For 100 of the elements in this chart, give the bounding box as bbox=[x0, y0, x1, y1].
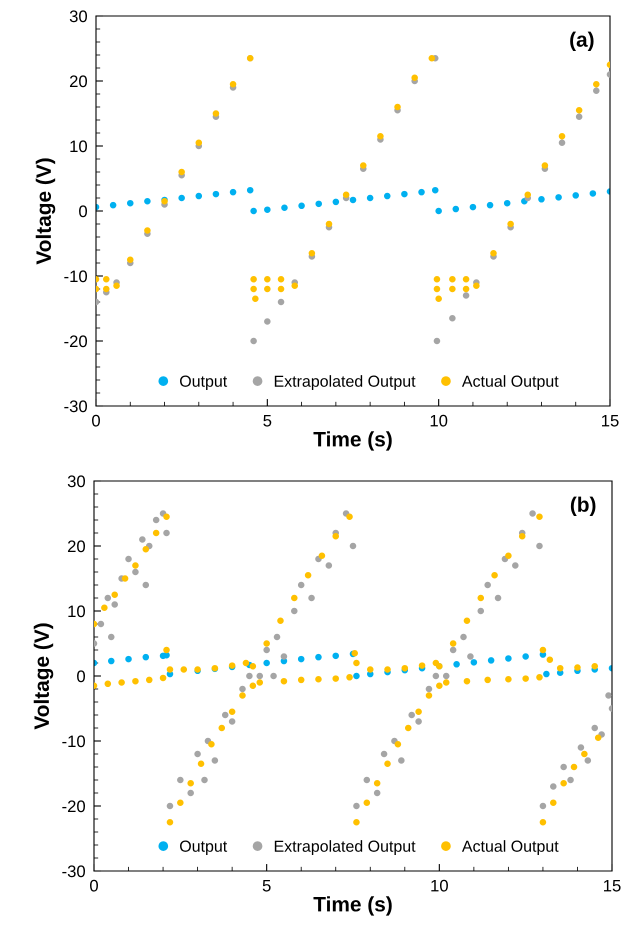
point bbox=[452, 206, 460, 212]
x-tick-label: 10 bbox=[431, 880, 448, 892]
point bbox=[434, 286, 440, 292]
x-tick-label: 10 bbox=[430, 414, 448, 427]
point bbox=[490, 250, 497, 257]
legend-label: Actual Output bbox=[462, 840, 559, 856]
point bbox=[449, 276, 456, 283]
point bbox=[315, 654, 322, 660]
point bbox=[230, 188, 236, 196]
legend-label: Output bbox=[180, 376, 228, 390]
point bbox=[278, 298, 284, 306]
point bbox=[522, 653, 529, 660]
x-tick-label: 0 bbox=[90, 880, 98, 892]
y-tick-label: -30 bbox=[62, 865, 86, 878]
point bbox=[384, 192, 391, 200]
point bbox=[377, 132, 384, 140]
point bbox=[291, 282, 298, 290]
y-tick-label: -20 bbox=[64, 335, 88, 348]
point bbox=[593, 87, 600, 94]
point bbox=[178, 194, 185, 202]
y-tick-label: 30 bbox=[68, 475, 86, 488]
point bbox=[315, 200, 322, 208]
point bbox=[435, 295, 442, 302]
point bbox=[411, 74, 418, 82]
point bbox=[196, 192, 202, 200]
x-tick-label: 15 bbox=[604, 880, 621, 892]
point bbox=[250, 286, 257, 292]
point bbox=[558, 139, 566, 146]
point bbox=[504, 200, 510, 206]
point bbox=[264, 286, 271, 292]
point bbox=[250, 338, 257, 344]
point bbox=[434, 276, 440, 283]
point bbox=[246, 186, 254, 194]
x-tick-label: 5 bbox=[262, 880, 271, 892]
x-axis-title: Time (s) bbox=[313, 431, 392, 451]
point bbox=[264, 206, 271, 213]
point bbox=[250, 276, 257, 283]
x-tick-label: 15 bbox=[602, 414, 619, 427]
point bbox=[264, 276, 271, 283]
point bbox=[488, 657, 494, 664]
annotation: (a) bbox=[570, 32, 594, 52]
point bbox=[435, 208, 442, 214]
point bbox=[142, 654, 150, 660]
point bbox=[449, 314, 456, 322]
y-tick-label: 10 bbox=[68, 605, 86, 618]
point bbox=[298, 656, 304, 662]
point bbox=[453, 661, 460, 668]
point bbox=[298, 202, 305, 210]
y-tick-label: -10 bbox=[64, 270, 88, 282]
point bbox=[178, 168, 185, 176]
point bbox=[113, 282, 120, 290]
y-tick-label: 30 bbox=[70, 10, 88, 22]
point bbox=[125, 656, 132, 662]
point bbox=[576, 113, 582, 120]
point bbox=[524, 191, 532, 198]
point bbox=[212, 190, 220, 198]
point bbox=[462, 292, 470, 299]
x-tick-label: 5 bbox=[263, 414, 272, 427]
point bbox=[127, 200, 134, 206]
point bbox=[432, 186, 438, 194]
point bbox=[394, 104, 401, 110]
y-axis-title: Voltage (V) bbox=[34, 623, 54, 730]
point bbox=[449, 286, 456, 292]
y-tick-label: -10 bbox=[62, 735, 86, 748]
point bbox=[470, 659, 478, 666]
y-tick-label: 0 bbox=[79, 205, 88, 218]
point bbox=[332, 198, 340, 206]
point bbox=[542, 162, 548, 169]
point bbox=[434, 338, 440, 344]
point bbox=[360, 162, 367, 169]
point bbox=[470, 204, 476, 210]
y-tick-label: 10 bbox=[70, 140, 88, 152]
point bbox=[353, 672, 360, 680]
point bbox=[593, 80, 600, 88]
point bbox=[144, 198, 151, 205]
y-axis-title: Voltage (V) bbox=[36, 158, 56, 264]
y-tick-label: 20 bbox=[68, 540, 86, 552]
point bbox=[558, 132, 566, 140]
point bbox=[342, 191, 350, 198]
point bbox=[543, 670, 550, 678]
point bbox=[462, 286, 470, 292]
point bbox=[332, 652, 339, 660]
point bbox=[250, 208, 257, 214]
annotation: (b) bbox=[570, 496, 596, 516]
legend-label: Extrapolated Output bbox=[274, 840, 416, 856]
point bbox=[473, 282, 480, 290]
y-tick-label: 0 bbox=[77, 670, 86, 682]
point bbox=[350, 196, 356, 204]
point bbox=[110, 202, 116, 208]
point bbox=[505, 655, 512, 662]
point bbox=[281, 204, 288, 212]
point bbox=[263, 660, 270, 666]
legend-label: Output bbox=[180, 840, 228, 856]
point bbox=[326, 220, 332, 228]
y-tick-label: 20 bbox=[70, 75, 88, 88]
point bbox=[230, 80, 236, 88]
point bbox=[507, 220, 514, 228]
point bbox=[108, 658, 115, 664]
x-tick-label: 0 bbox=[92, 414, 100, 427]
point bbox=[127, 256, 134, 264]
